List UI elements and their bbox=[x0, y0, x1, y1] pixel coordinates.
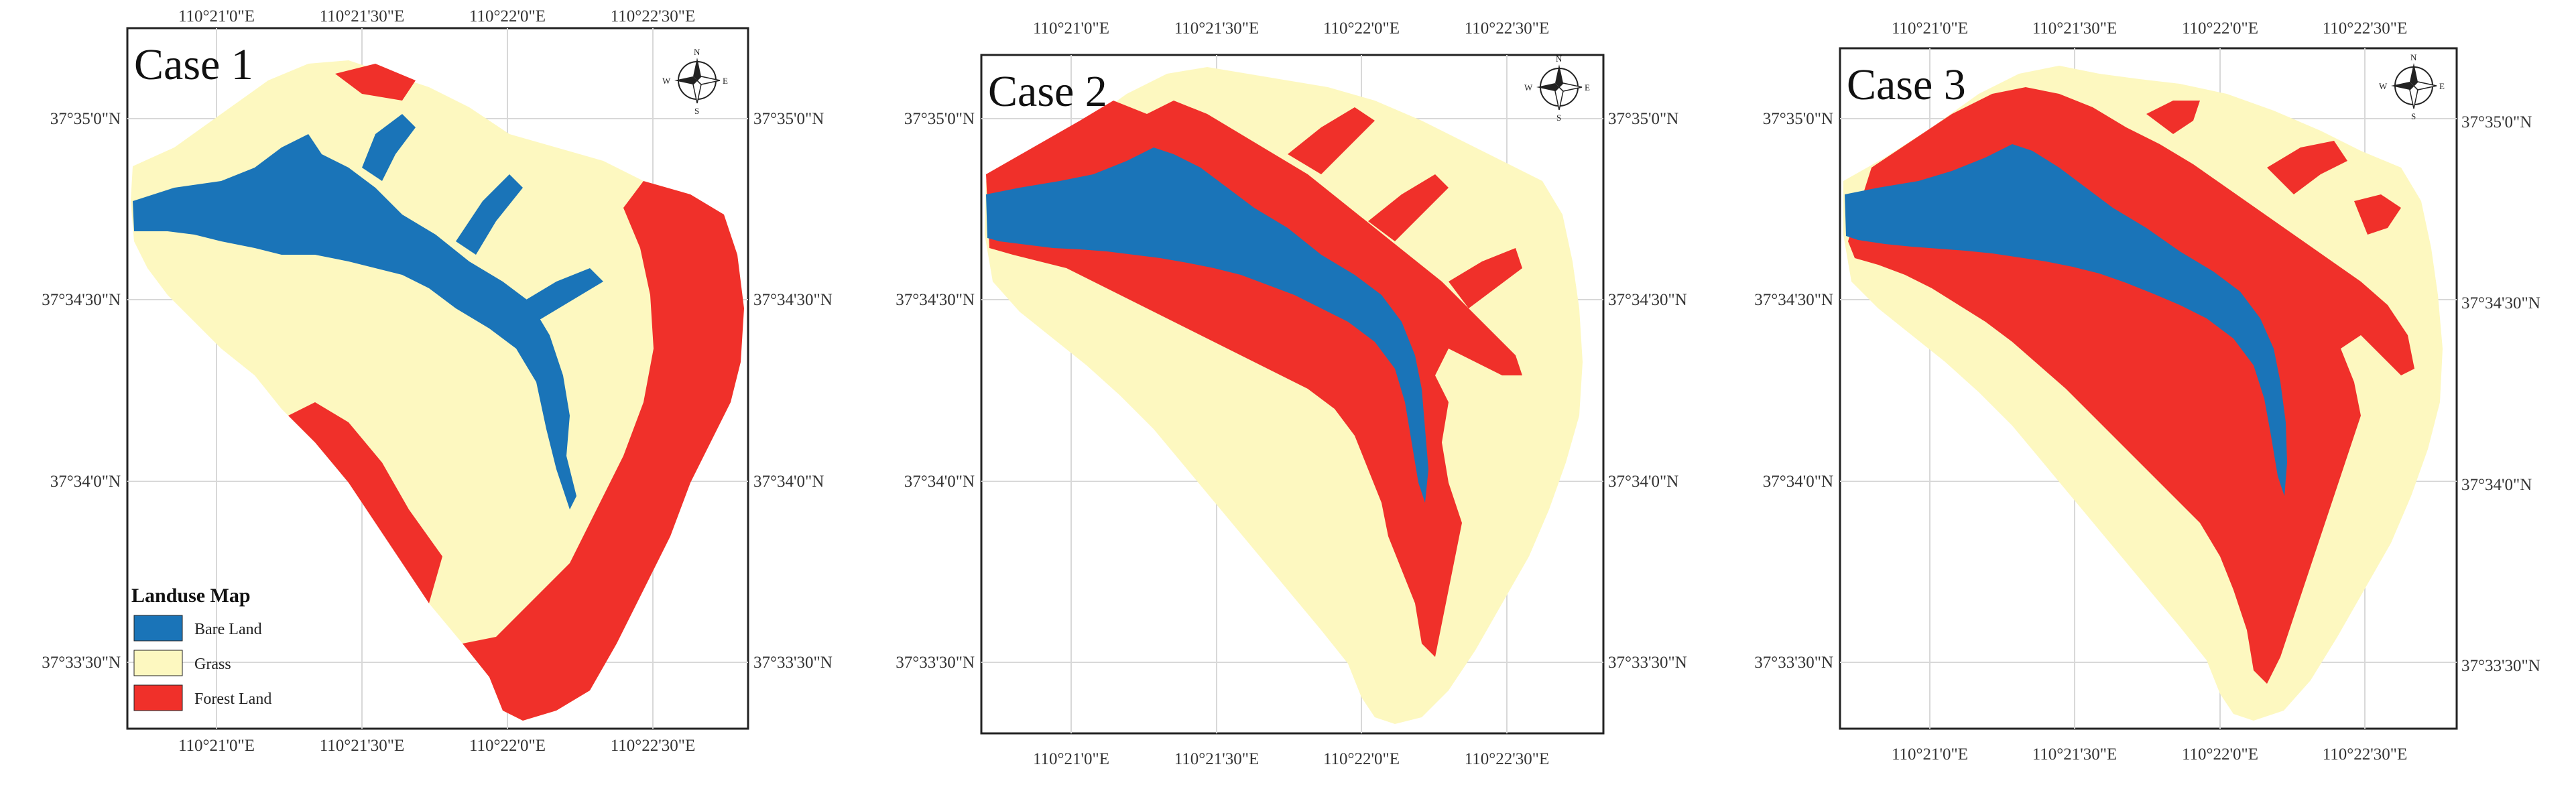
lon-label: 110°22'30"E bbox=[611, 737, 696, 755]
compass-w: W bbox=[662, 76, 671, 86]
compass-rose-icon: N S E W bbox=[662, 47, 728, 116]
compass-s: S bbox=[2411, 111, 2416, 121]
compass-w: W bbox=[1524, 82, 1533, 93]
lon-label: 110°21'0"E bbox=[178, 737, 255, 755]
lat-label: 37°34'0"N bbox=[50, 473, 121, 491]
lat-labels-right: 37°35'0"N 37°34'30"N 37°34'0"N 37°33'30"… bbox=[2461, 113, 2540, 675]
lat-label: 37°33'30"N bbox=[896, 654, 975, 672]
lat-label: 37°35'0"N bbox=[1608, 110, 1678, 128]
lon-label: 110°22'0"E bbox=[2182, 745, 2258, 764]
lon-label: 110°22'30"E bbox=[2323, 19, 2408, 38]
legend: Landuse Map Bare Land Grass Forest Land bbox=[131, 585, 271, 711]
lon-label: 110°21'0"E bbox=[1892, 745, 1968, 764]
lon-label: 110°22'30"E bbox=[611, 7, 696, 25]
lat-label: 37°35'0"N bbox=[50, 110, 121, 128]
lon-label: 110°22'30"E bbox=[1465, 750, 1550, 768]
bare-land-channel bbox=[1845, 144, 2287, 496]
lon-label: 110°22'30"E bbox=[1465, 19, 1550, 38]
lon-labels-bottom: 110°21'0"E 110°21'30"E 110°22'0"E 110°22… bbox=[1033, 750, 1549, 768]
lon-label: 110°21'0"E bbox=[1892, 19, 1968, 38]
case-title: Case 2 bbox=[988, 67, 1107, 116]
lon-labels-top: 110°21'0"E 110°21'30"E 110°22'0"E 110°22… bbox=[1892, 19, 2407, 38]
legend-label-grass: Grass bbox=[194, 656, 231, 673]
lat-label: 37°35'0"N bbox=[753, 110, 824, 128]
map-panel-case-3: Case 3 N S E W 110°21'0"E 110°21'30"E 11… bbox=[1717, 0, 2576, 787]
legend-swatch-grass bbox=[133, 650, 183, 676]
lon-label: 110°22'0"E bbox=[1323, 750, 1400, 768]
lon-label: 110°21'30"E bbox=[320, 737, 405, 755]
lat-label: 37°34'0"N bbox=[2461, 476, 2532, 494]
legend-swatch-bare-land bbox=[133, 615, 183, 642]
lon-label: 110°22'30"E bbox=[2323, 745, 2408, 764]
map-canvas: Case 2 N S E W 110°21'0"E 110°21'30"E 11… bbox=[896, 19, 1687, 768]
lon-label: 110°21'30"E bbox=[2032, 745, 2118, 764]
lat-label: 37°33'30"N bbox=[42, 654, 121, 672]
map-canvas: Case 3 N S E W 110°21'0"E 110°21'30"E 11… bbox=[1754, 19, 2540, 764]
compass-n: N bbox=[1556, 54, 1562, 64]
map-canvas: Case 1 N S E W 110°21'0"E 110°21'30"E 11… bbox=[42, 7, 833, 755]
lat-label: 37°33'30"N bbox=[753, 654, 833, 672]
lat-label: 37°35'0"N bbox=[904, 110, 975, 128]
lon-label: 110°22'0"E bbox=[2182, 19, 2258, 38]
bare-land-channel bbox=[133, 114, 603, 509]
lon-label: 110°21'0"E bbox=[178, 7, 255, 25]
lon-labels-bottom: 110°21'0"E 110°21'30"E 110°22'0"E 110°22… bbox=[178, 737, 695, 755]
lon-label: 110°21'30"E bbox=[320, 7, 405, 25]
compass-rose-icon: N S E W bbox=[2379, 52, 2445, 121]
lat-labels-left: 37°35'0"N 37°34'30"N 37°34'0"N 37°33'30"… bbox=[42, 110, 121, 672]
legend-title: Landuse Map bbox=[131, 585, 251, 607]
lat-labels-right: 37°35'0"N 37°34'30"N 37°34'0"N 37°33'30"… bbox=[753, 110, 833, 672]
lat-label: 37°34'0"N bbox=[1763, 473, 1833, 491]
lat-label: 37°33'30"N bbox=[1754, 654, 1833, 672]
compass-rose-icon: N S E W bbox=[1524, 54, 1590, 123]
map-panel-case-1: Case 1 N S E W 110°21'0"E 110°21'30"E 11… bbox=[0, 0, 859, 787]
lat-label: 37°34'30"N bbox=[753, 291, 833, 309]
legend-label-bare-land: Bare Land bbox=[194, 621, 262, 638]
lon-labels-top: 110°21'0"E 110°21'30"E 110°22'0"E 110°22… bbox=[178, 7, 695, 25]
lon-label: 110°22'0"E bbox=[469, 737, 546, 755]
lat-labels-left: 37°35'0"N 37°34'30"N 37°34'0"N 37°33'30"… bbox=[1754, 110, 1833, 672]
bare-land-channel bbox=[986, 147, 1428, 503]
lat-label: 37°34'0"N bbox=[904, 473, 975, 491]
lat-labels-left: 37°35'0"N 37°34'30"N 37°34'0"N 37°33'30"… bbox=[896, 110, 975, 672]
compass-e: E bbox=[723, 76, 728, 86]
lon-labels-top: 110°21'0"E 110°21'30"E 110°22'0"E 110°22… bbox=[1033, 19, 1549, 38]
compass-s: S bbox=[1556, 113, 1561, 123]
lat-label: 37°34'30"N bbox=[1754, 291, 1833, 309]
lat-label: 37°34'0"N bbox=[753, 473, 824, 491]
compass-e: E bbox=[1585, 82, 1590, 93]
compass-n: N bbox=[694, 47, 700, 57]
case-title: Case 3 bbox=[1847, 60, 1966, 109]
lat-label: 37°34'30"N bbox=[42, 291, 121, 309]
compass-w: W bbox=[2379, 81, 2388, 91]
lon-label: 110°22'0"E bbox=[1323, 19, 1400, 38]
lon-labels-bottom: 110°21'0"E 110°21'30"E 110°22'0"E 110°22… bbox=[1892, 745, 2407, 764]
lat-label: 37°34'30"N bbox=[896, 291, 975, 309]
lon-label: 110°21'30"E bbox=[1174, 750, 1260, 768]
lat-label: 37°34'30"N bbox=[2461, 294, 2540, 312]
forest-land-outer bbox=[288, 64, 744, 721]
lat-label: 37°34'30"N bbox=[1608, 291, 1687, 309]
lat-labels-right: 37°35'0"N 37°34'30"N 37°34'0"N 37°33'30"… bbox=[1608, 110, 1687, 672]
lat-label: 37°34'0"N bbox=[1608, 473, 1678, 491]
map-panel-case-2: Case 2 N S E W 110°21'0"E 110°21'30"E 11… bbox=[859, 0, 1717, 787]
legend-swatch-forest-land bbox=[133, 684, 183, 711]
lat-label: 37°35'0"N bbox=[2461, 113, 2532, 131]
legend-label-forest-land: Forest Land bbox=[194, 690, 271, 708]
lon-label: 110°21'30"E bbox=[1174, 19, 1260, 38]
compass-n: N bbox=[2410, 52, 2417, 62]
lon-label: 110°21'0"E bbox=[1033, 750, 1109, 768]
lon-label: 110°21'0"E bbox=[1033, 19, 1109, 38]
lon-label: 110°21'30"E bbox=[2032, 19, 2118, 38]
lon-label: 110°22'0"E bbox=[469, 7, 546, 25]
lat-label: 37°33'30"N bbox=[2461, 657, 2540, 675]
case-title: Case 1 bbox=[134, 40, 253, 89]
compass-s: S bbox=[694, 106, 699, 116]
lat-label: 37°35'0"N bbox=[1763, 110, 1833, 128]
lat-label: 37°33'30"N bbox=[1608, 654, 1687, 672]
compass-e: E bbox=[2439, 81, 2445, 91]
